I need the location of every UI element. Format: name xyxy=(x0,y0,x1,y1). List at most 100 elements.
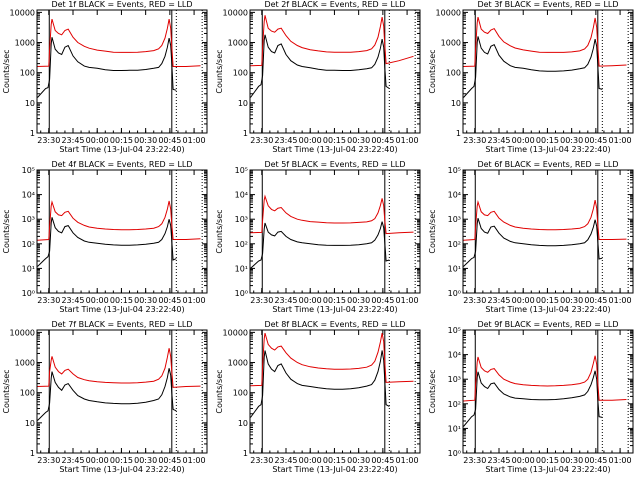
panel-title: Det 9f BLACK = Events, RED = LLD xyxy=(477,320,618,329)
y-tick-label: 10⁰ xyxy=(448,449,461,458)
panel-title: Det 5f BLACK = Events, RED = LLD xyxy=(264,160,405,169)
x-axis-label: Start Time (13-Jul-04 23:22:40) xyxy=(485,465,610,474)
panel-title: Det 4f BLACK = Events, RED = LLD xyxy=(51,160,192,169)
lld-series-line xyxy=(463,355,627,402)
y-tick-label: 1 xyxy=(30,449,35,458)
y-tick-label: 10⁰ xyxy=(235,289,248,298)
events-series-line xyxy=(250,221,390,269)
events-series-line xyxy=(463,218,603,267)
x-tick-label: 00:45 xyxy=(158,456,181,465)
x-tick-label: 23:30 xyxy=(37,136,60,145)
y-tick-label: 10 xyxy=(238,99,248,108)
x-tick-label: 00:15 xyxy=(536,456,559,465)
y-tick-label: 10² xyxy=(235,240,248,249)
y-tick-label: 1000 xyxy=(228,39,248,48)
y-tick-label: 10⁵ xyxy=(448,166,461,175)
plot-frame xyxy=(249,169,421,294)
x-tick-label: 23:30 xyxy=(250,136,273,145)
x-tick-label: 23:30 xyxy=(463,456,486,465)
y-tick-label: 1000 xyxy=(441,39,461,48)
plot-frame xyxy=(36,9,208,134)
panel-title: Det 2f BLACK = Events, RED = LLD xyxy=(264,0,405,9)
y-tick-label: 10⁵ xyxy=(22,166,35,175)
x-tick-label: 00:00 xyxy=(512,136,535,145)
detector-panel-8: Det 8f BLACK = Events, RED = LLD 1 10 100 10… xyxy=(215,320,421,474)
y-axis-label: Counts/sec xyxy=(2,369,11,413)
plot-frame xyxy=(36,329,208,454)
y-tick-label: 10³ xyxy=(448,215,461,224)
y-tick-label: 10000 xyxy=(436,8,461,17)
y-tick-label: 100 xyxy=(446,69,461,78)
x-tick-label: 00:00 xyxy=(512,456,535,465)
lld-series-line xyxy=(37,200,201,241)
x-tick-label: 00:15 xyxy=(536,296,559,305)
x-tick-label: 00:30 xyxy=(560,456,583,465)
x-tick-label: 00:00 xyxy=(86,456,109,465)
x-tick-label: 00:15 xyxy=(110,296,133,305)
events-series-line xyxy=(250,350,390,418)
y-tick-label: 10 xyxy=(451,99,461,108)
y-tick-label: 10¹ xyxy=(448,424,461,433)
x-tick-label: 00:30 xyxy=(560,296,583,305)
x-axis-label: Start Time (13-Jul-04 23:22:40) xyxy=(272,145,397,154)
y-tick-label: 10³ xyxy=(448,375,461,384)
detector-panel-6: Det 6f BLACK = Events, RED = LLD 10⁰ 10¹ 10… xyxy=(428,160,634,314)
y-tick-label: 10 xyxy=(25,419,35,428)
x-tick-label: 00:45 xyxy=(158,136,181,145)
y-axis-label: Counts/sec xyxy=(215,369,224,413)
x-tick-label: 23:45 xyxy=(61,136,84,145)
x-tick-label: 01:00 xyxy=(609,136,632,145)
y-tick-label: 100 xyxy=(233,389,248,398)
x-tick-label: 00:15 xyxy=(323,456,346,465)
y-tick-label: 1000 xyxy=(15,39,35,48)
lld-series-line xyxy=(463,16,627,67)
y-axis-label: Counts/sec xyxy=(428,369,437,413)
panel-title: Det 7f BLACK = Events, RED = LLD xyxy=(51,320,192,329)
x-tick-label: 00:00 xyxy=(299,296,322,305)
x-tick-label: 00:15 xyxy=(323,136,346,145)
panel-title: Det 1f BLACK = Events, RED = LLD xyxy=(51,0,192,9)
detector-panel-9: Det 9f BLACK = Events, RED = LLD 10⁰ 10¹ 10… xyxy=(428,320,634,474)
x-tick-label: 23:45 xyxy=(61,456,84,465)
y-tick-label: 100 xyxy=(20,69,35,78)
y-tick-label: 10² xyxy=(448,240,461,249)
lld-series-line xyxy=(250,332,414,387)
x-tick-label: 01:00 xyxy=(183,136,206,145)
x-tick-label: 23:45 xyxy=(274,136,297,145)
panel-title: Det 3f BLACK = Events, RED = LLD xyxy=(477,0,618,9)
events-series-line xyxy=(37,37,177,98)
x-tick-label: 00:15 xyxy=(110,136,133,145)
x-tick-label: 01:00 xyxy=(396,456,419,465)
x-tick-label: 01:00 xyxy=(609,296,632,305)
x-tick-label: 23:30 xyxy=(37,296,60,305)
y-tick-label: 10⁵ xyxy=(235,166,248,175)
x-tick-label: 00:45 xyxy=(371,136,394,145)
x-tick-label: 23:45 xyxy=(61,296,84,305)
y-tick-label: 10⁴ xyxy=(448,191,461,200)
x-tick-label: 00:45 xyxy=(584,296,607,305)
x-tick-label: 01:00 xyxy=(396,136,419,145)
x-tick-label: 23:30 xyxy=(463,136,486,145)
plot-frame xyxy=(462,9,634,134)
x-tick-label: 00:30 xyxy=(560,136,583,145)
plot-frame xyxy=(249,329,421,454)
y-tick-label: 10⁰ xyxy=(448,289,461,298)
plot-frame xyxy=(462,169,634,294)
x-tick-label: 00:00 xyxy=(512,296,535,305)
y-axis-label: Counts/sec xyxy=(215,209,224,253)
lld-series-line xyxy=(463,200,627,241)
x-tick-label: 01:00 xyxy=(183,456,206,465)
y-tick-label: 10 xyxy=(238,419,248,428)
y-tick-label: 10⁴ xyxy=(448,351,461,360)
events-series-line xyxy=(463,36,603,98)
plot-frame xyxy=(36,169,208,294)
x-tick-label: 00:45 xyxy=(584,136,607,145)
plot-frame xyxy=(249,9,421,134)
events-series-line xyxy=(37,368,177,421)
x-tick-label: 23:45 xyxy=(487,136,510,145)
x-axis-label: Start Time (13-Jul-04 23:22:40) xyxy=(59,145,184,154)
x-axis-label: Start Time (13-Jul-04 23:22:40) xyxy=(59,465,184,474)
x-tick-label: 23:45 xyxy=(274,456,297,465)
x-tick-label: 00:45 xyxy=(371,456,394,465)
x-axis-label: Start Time (13-Jul-04 23:22:40) xyxy=(485,145,610,154)
